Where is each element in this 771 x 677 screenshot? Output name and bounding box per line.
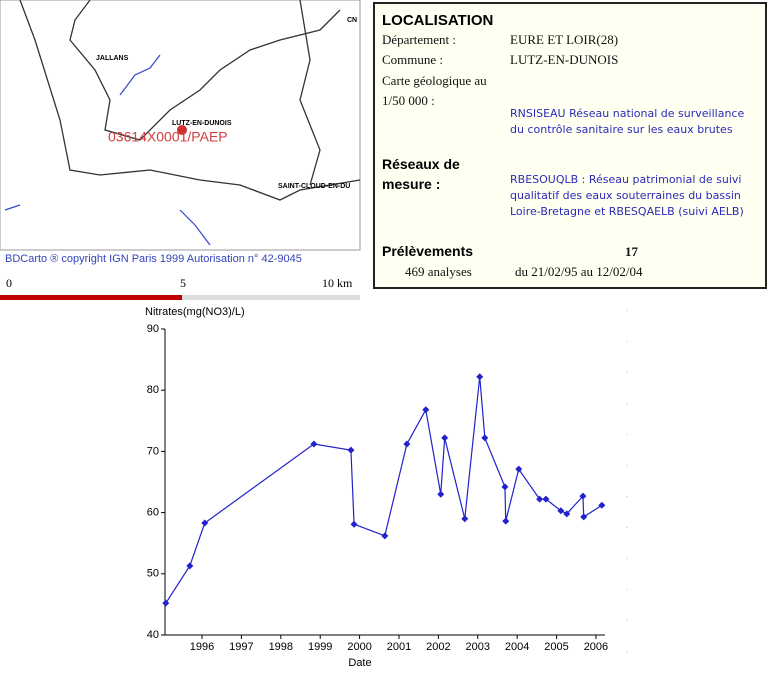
value: LUTZ-EN-DUNOIS <box>510 52 619 67</box>
y-tick-label: 70 <box>147 445 159 457</box>
label: Réseaux de mesure : <box>382 156 460 192</box>
y-tick-label: 80 <box>147 384 159 396</box>
info-title: LOCALISATION <box>382 12 494 29</box>
scale-label: 5 <box>180 276 186 290</box>
value: EURE ET LOIR(28) <box>510 32 619 47</box>
value: du 21/02/95 au 12/02/04 <box>515 264 643 279</box>
data-point <box>310 440 318 448</box>
x-tick-label: 1997 <box>229 641 253 653</box>
data-point <box>437 490 445 498</box>
map-label: CN <box>347 17 357 24</box>
data-point <box>542 495 550 503</box>
data-point <box>476 373 484 381</box>
x-tick-label: 2000 <box>347 641 371 653</box>
scale-label: 10 km <box>322 276 353 290</box>
map-caption: BDCarto ® copyright IGN Paris 1999 Autor… <box>5 253 302 265</box>
map-label: SAINT-CLOUD-EN-DU <box>278 183 350 190</box>
scale-label: 0 <box>6 276 12 290</box>
x-tick-label: 2006 <box>584 641 608 653</box>
data-point <box>501 483 509 491</box>
x-tick-label: 1996 <box>190 641 214 653</box>
y-axis-label: Nitrates(mg(NO3)/L) <box>145 306 245 318</box>
value: 469 analyses <box>405 264 472 279</box>
x-tick-label: 2003 <box>466 641 490 653</box>
data-point <box>481 434 489 442</box>
data-point <box>186 562 194 570</box>
boundary <box>19 0 361 201</box>
data-point <box>422 406 430 414</box>
value: 17 <box>625 244 638 259</box>
map-label: JALLANS <box>96 55 129 62</box>
label: Département : <box>382 32 456 47</box>
x-tick-label: 2004 <box>505 641 529 653</box>
river <box>179 209 211 246</box>
x-tick-label: 2001 <box>387 641 411 653</box>
data-point <box>403 440 411 448</box>
network: RBESOUQLB : Réseau patrimonial de suivi … <box>510 173 744 218</box>
x-tick-label: 2002 <box>426 641 450 653</box>
x-tick-label: 1998 <box>269 641 293 653</box>
map-label: LUTZ-EN-DUNOIS <box>172 120 232 127</box>
river <box>119 54 161 96</box>
x-tick-label: 1999 <box>308 641 332 653</box>
data-point <box>461 515 469 523</box>
data-point <box>536 495 544 503</box>
river <box>4 204 21 211</box>
y-tick-label: 40 <box>147 629 159 641</box>
chart: 40 50 60 70 80 90 1996 1997 1998 1999 2000 2001 2002… <box>145 306 628 677</box>
y-tick-label: 90 <box>147 323 159 335</box>
data-point <box>579 492 587 500</box>
station-label: 03614X0001/PAEP <box>108 129 228 145</box>
data-point <box>201 519 209 527</box>
data-point <box>350 520 358 528</box>
data-point <box>502 517 510 525</box>
series-line <box>165 376 603 604</box>
data-point <box>598 501 606 509</box>
station-marker <box>177 125 187 135</box>
label: Carte géologique au 1/50 000 : <box>382 73 487 108</box>
map-frame <box>0 0 361 251</box>
boundary <box>299 0 321 186</box>
scale-bar <box>0 295 182 300</box>
y-tick-label: 60 <box>147 507 159 519</box>
data-point <box>381 532 389 540</box>
data-point <box>347 446 355 454</box>
x-axis-label: Date <box>348 657 371 669</box>
data-point <box>580 513 588 521</box>
scale-bar <box>182 295 360 300</box>
y-tick-label: 50 <box>147 568 159 580</box>
label: Commune : <box>382 52 444 67</box>
info-box: LOCALISATION Département : EURE ET LOIR(… <box>373 2 767 289</box>
boundary <box>69 0 341 141</box>
data-point <box>557 507 565 515</box>
data-point <box>441 434 449 442</box>
label: Prélèvements <box>382 243 474 259</box>
data-point <box>515 465 523 473</box>
network: RNSISEAU Réseau national de surveillance… <box>510 107 745 136</box>
x-tick-label: 2005 <box>544 641 568 653</box>
data-point <box>162 599 170 607</box>
map: JALLANS LUTZ-EN-DUNOIS SAINT-CLOUD-EN-DU… <box>0 0 361 300</box>
